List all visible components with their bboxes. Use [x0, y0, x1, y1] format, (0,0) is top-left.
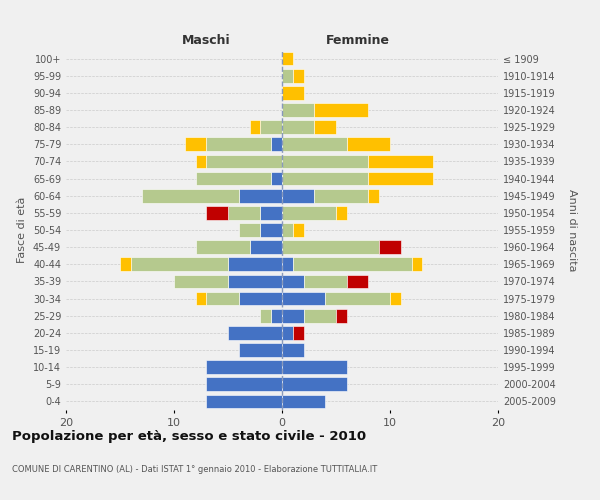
Bar [347, 274, 368, 288]
Text: COMUNE DI CARENTINO (AL) - Dati ISTAT 1° gennaio 2010 - Elaborazione TUTTITALIA.: COMUNE DI CARENTINO (AL) - Dati ISTAT 1°… [12, 465, 377, 474]
Bar [260, 120, 282, 134]
Bar [379, 240, 401, 254]
Y-axis label: Fasce di età: Fasce di età [17, 197, 27, 263]
Bar [282, 326, 293, 340]
Bar [239, 343, 282, 357]
Bar [282, 258, 293, 271]
Bar [282, 154, 368, 168]
Bar [174, 274, 228, 288]
Bar [282, 394, 325, 408]
Bar [185, 138, 206, 151]
Bar [282, 360, 347, 374]
Bar [282, 206, 336, 220]
Bar [239, 292, 282, 306]
Bar [131, 258, 228, 271]
Bar [314, 189, 368, 202]
Bar [228, 206, 260, 220]
Text: Maschi: Maschi [182, 34, 231, 48]
Bar [206, 138, 271, 151]
Bar [228, 258, 282, 271]
Bar [206, 378, 282, 391]
Bar [282, 120, 314, 134]
Bar [239, 189, 282, 202]
Bar [293, 326, 304, 340]
Bar [293, 69, 304, 82]
Bar [304, 274, 347, 288]
Bar [282, 172, 368, 185]
Bar [239, 223, 260, 237]
Bar [120, 258, 131, 271]
Bar [282, 138, 347, 151]
Bar [260, 309, 271, 322]
Bar [390, 292, 401, 306]
Bar [282, 103, 314, 117]
Bar [314, 120, 336, 134]
Bar [282, 274, 304, 288]
Bar [196, 172, 271, 185]
Bar [282, 240, 379, 254]
Bar [271, 138, 282, 151]
Bar [228, 274, 282, 288]
Bar [228, 326, 282, 340]
Bar [282, 223, 293, 237]
Bar [368, 172, 433, 185]
Bar [206, 292, 239, 306]
Bar [282, 189, 314, 202]
Bar [325, 292, 390, 306]
Bar [368, 189, 379, 202]
Text: Femmine: Femmine [326, 34, 389, 48]
Bar [196, 240, 250, 254]
Y-axis label: Anni di nascita: Anni di nascita [567, 188, 577, 271]
Bar [282, 52, 293, 66]
Bar [282, 309, 304, 322]
Bar [250, 240, 282, 254]
Bar [282, 378, 347, 391]
Bar [412, 258, 422, 271]
Bar [368, 154, 433, 168]
Text: Popolazione per età, sesso e stato civile - 2010: Popolazione per età, sesso e stato civil… [12, 430, 366, 443]
Bar [282, 292, 325, 306]
Bar [260, 206, 282, 220]
Bar [336, 309, 347, 322]
Bar [206, 154, 282, 168]
Bar [282, 69, 293, 82]
Bar [206, 394, 282, 408]
Bar [293, 223, 304, 237]
Bar [282, 86, 304, 100]
Bar [347, 138, 390, 151]
Bar [282, 343, 304, 357]
Bar [304, 309, 336, 322]
Bar [206, 360, 282, 374]
Bar [250, 120, 260, 134]
Bar [196, 292, 206, 306]
Bar [142, 189, 239, 202]
Bar [206, 206, 228, 220]
Bar [336, 206, 347, 220]
Bar [196, 154, 206, 168]
Bar [314, 103, 368, 117]
Bar [260, 223, 282, 237]
Bar [271, 309, 282, 322]
Bar [271, 172, 282, 185]
Bar [293, 258, 412, 271]
